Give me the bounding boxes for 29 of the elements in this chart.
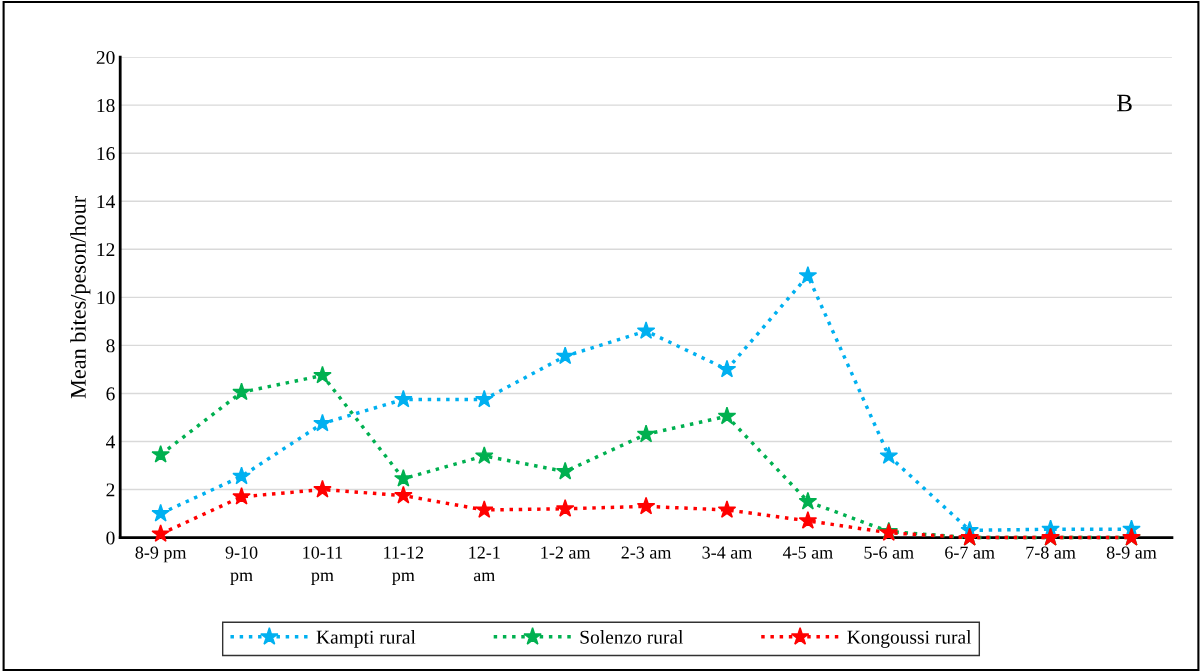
y-tick-label: 10 bbox=[97, 291, 115, 305]
x-tick-label: 4-5 am bbox=[782, 546, 833, 559]
x-tick-label: 10-11 pm bbox=[303, 546, 343, 585]
x-tick-label: 12-1 am bbox=[469, 546, 500, 582]
y-axis-title: Mean bites/peson/hour bbox=[70, 196, 91, 399]
legend-label: Solenzo rural bbox=[580, 630, 684, 644]
x-tick-label: 8-9 am bbox=[1106, 546, 1157, 559]
legend-label: Kongoussi rural bbox=[847, 630, 972, 648]
legend-label: Kampti rural bbox=[316, 630, 416, 648]
annotation: B bbox=[1117, 94, 1132, 112]
x-tick-label: 11-12 pm bbox=[384, 546, 424, 585]
y-tick-label: 18 bbox=[97, 98, 115, 113]
y-tick-label: 8 bbox=[106, 339, 115, 353]
x-tick-label: 7-8 am bbox=[1026, 546, 1076, 559]
x-tick-label: 8-9 pm bbox=[135, 546, 187, 563]
x-tick-label: 5-6 am bbox=[864, 546, 914, 559]
y-tick-label: 6 bbox=[106, 387, 115, 401]
x-tick-label: 6-7 am bbox=[945, 546, 995, 559]
y-tick-label: 12 bbox=[97, 243, 115, 257]
y-tick-label: 14 bbox=[97, 195, 116, 209]
y-tick-label: 4 bbox=[106, 435, 116, 449]
y-tick-label: 16 bbox=[97, 147, 115, 161]
y-tick-label: 0 bbox=[106, 531, 115, 545]
y-tick-label: 20 bbox=[96, 50, 115, 65]
x-tick-label: 2-3 am bbox=[621, 546, 672, 559]
x-tick-label: 9-10 pm bbox=[225, 546, 258, 585]
x-tick-label: 3-4 am bbox=[702, 546, 753, 559]
y-tick-label: 2 bbox=[106, 483, 115, 497]
x-tick-label: 1-2 am bbox=[541, 546, 591, 559]
